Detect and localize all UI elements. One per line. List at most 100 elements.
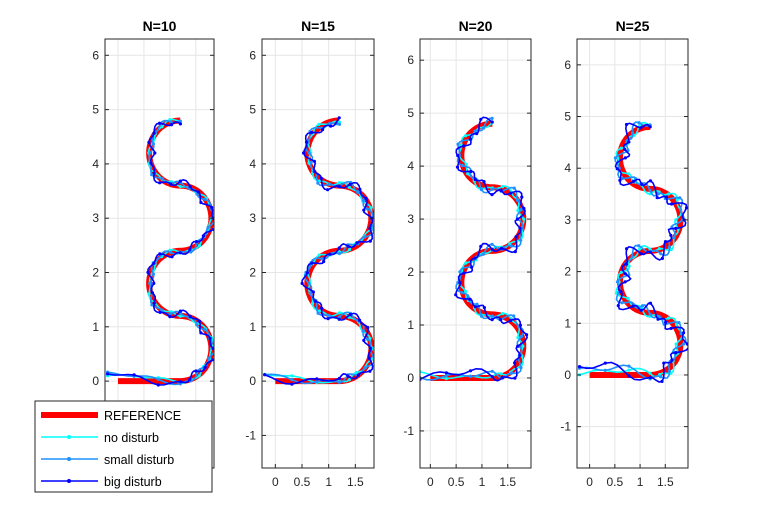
series-big-disturb-line <box>264 117 374 385</box>
series-big-disturb-point <box>211 358 214 362</box>
series-big-disturb-point <box>152 131 156 135</box>
series-big-disturb-point <box>168 315 172 319</box>
series-big-disturb-point <box>210 205 214 210</box>
series-no-disturb-point <box>522 217 526 221</box>
y-tick-label: 4 <box>249 157 256 171</box>
y-tick-label: 4 <box>407 159 414 173</box>
series-big-disturb-point <box>616 304 620 308</box>
series-no-disturb-point <box>178 314 182 318</box>
legend-label-no-disturb: no disturb <box>104 431 159 445</box>
plot-area <box>263 116 374 386</box>
series-no-disturb-point <box>508 242 512 246</box>
series-big-disturb-point <box>300 281 304 285</box>
legend-label-reference: REFERENCE <box>104 409 181 423</box>
series-big-disturb-point <box>623 280 627 284</box>
series-big-disturb-point <box>655 196 659 200</box>
series-big-disturb-point <box>356 373 360 377</box>
series-big-disturb-point <box>358 318 362 322</box>
series-big-disturb-point <box>656 317 660 321</box>
y-tick-label: 1 <box>407 318 414 332</box>
series-big-disturb-point <box>475 132 479 136</box>
series-big-disturb-point <box>194 369 198 373</box>
series-no-disturb-point <box>464 162 468 166</box>
x-tick-label: 1.5 <box>499 475 516 489</box>
series-no-disturb-point <box>347 185 351 189</box>
series-small-disturb-point <box>641 304 645 308</box>
series-big-disturb-point <box>263 373 267 377</box>
series-small-disturb-point <box>151 142 155 146</box>
series-small-disturb-point <box>363 235 367 239</box>
series-small-disturb-point <box>363 366 367 370</box>
series-big-disturb-point <box>490 375 494 379</box>
series-big-disturb-point <box>648 301 653 305</box>
subplot: 0 1 2 3 4 5 6 N=10 <box>92 18 215 469</box>
series-big-disturb-point <box>152 261 156 265</box>
series-big-disturb-point <box>500 246 504 250</box>
y-tick-label: 3 <box>564 213 571 227</box>
series-no-disturb-point <box>337 181 341 185</box>
series-small-disturb-point <box>481 252 485 256</box>
series-big-disturb-point <box>684 206 688 210</box>
series-no-disturb-point <box>666 316 671 320</box>
subplot-panels: 0 1 2 3 4 5 6 N=10 -1 0 1 2 3 4 5 6 0 0.5 1 1.5 N=15 -1 0 1 2 3 4 5… <box>92 18 689 489</box>
series-big-disturb-point <box>348 313 352 317</box>
series-big-disturb-point <box>456 153 460 158</box>
subplot-title: N=15 <box>301 18 335 34</box>
series-small-disturb-point <box>316 181 320 185</box>
series-big-disturb-point <box>660 256 665 260</box>
series-small-disturb-point <box>356 190 360 194</box>
series-big-disturb-point <box>660 379 664 383</box>
series-big-disturb-point <box>479 244 483 248</box>
series-big-disturb-point <box>631 304 635 308</box>
series-small-disturb-point <box>337 122 342 126</box>
series-small-disturb-point <box>490 242 494 246</box>
series-small-disturb-point <box>460 163 464 168</box>
series-small-disturb-point <box>615 280 620 284</box>
series-big-disturb-point <box>624 262 628 266</box>
series-small-disturb-point <box>475 302 479 306</box>
series-small-disturb-point <box>509 244 513 248</box>
y-tick-label: 1 <box>249 320 256 334</box>
series-no-disturb-point <box>674 218 678 222</box>
series-big-disturb-point <box>158 310 162 314</box>
series-small-disturb-point <box>482 126 486 130</box>
series-small-disturb-point <box>659 252 663 256</box>
x-tick-label: 0.5 <box>448 475 465 489</box>
x-tick-label: 1 <box>637 475 644 489</box>
series-big-disturb-point <box>312 169 316 174</box>
series-big-disturb-point <box>520 195 524 199</box>
series-big-disturb-point <box>516 344 520 348</box>
series-big-disturb-point <box>328 252 332 256</box>
y-tick-label: 1 <box>92 320 99 334</box>
series-small-disturb-point <box>468 374 473 379</box>
series-big-disturb-point <box>639 126 643 130</box>
y-tick-label: 0 <box>249 374 256 388</box>
series-small-disturb-point <box>519 238 523 242</box>
series-big-disturb-point <box>194 240 199 244</box>
series-big-disturb-point <box>153 151 157 155</box>
series-big-disturb-point <box>310 261 314 265</box>
series-big-disturb-point <box>188 377 192 381</box>
series-big-disturb-point <box>149 161 153 165</box>
series-small-disturb-point <box>151 272 155 276</box>
series-big-disturb-point <box>623 147 627 151</box>
series-big-disturb-point <box>364 196 368 201</box>
series-big-disturb-point <box>313 299 317 303</box>
series-big-disturb-point <box>482 180 486 184</box>
y-tick-label: 4 <box>564 161 571 175</box>
series-big-disturb-point <box>366 325 370 330</box>
series-small-disturb-point <box>337 252 341 256</box>
series-no-disturb-point <box>197 244 201 248</box>
y-tick-label: 5 <box>564 110 571 124</box>
y-tick-label: 6 <box>564 58 571 72</box>
series-big-disturb-point <box>663 240 668 244</box>
series-small-disturb-point <box>473 129 477 133</box>
series-big-disturb-point <box>669 233 673 237</box>
series-no-disturb-point <box>638 247 642 251</box>
series-big-disturb-point <box>525 333 529 337</box>
series-small-disturb-point <box>657 314 661 318</box>
series-no-disturb-point <box>178 184 182 189</box>
series-big-disturb-point <box>157 121 162 125</box>
series-big-disturb-point <box>469 169 473 173</box>
series-small-disturb-point <box>320 257 324 261</box>
